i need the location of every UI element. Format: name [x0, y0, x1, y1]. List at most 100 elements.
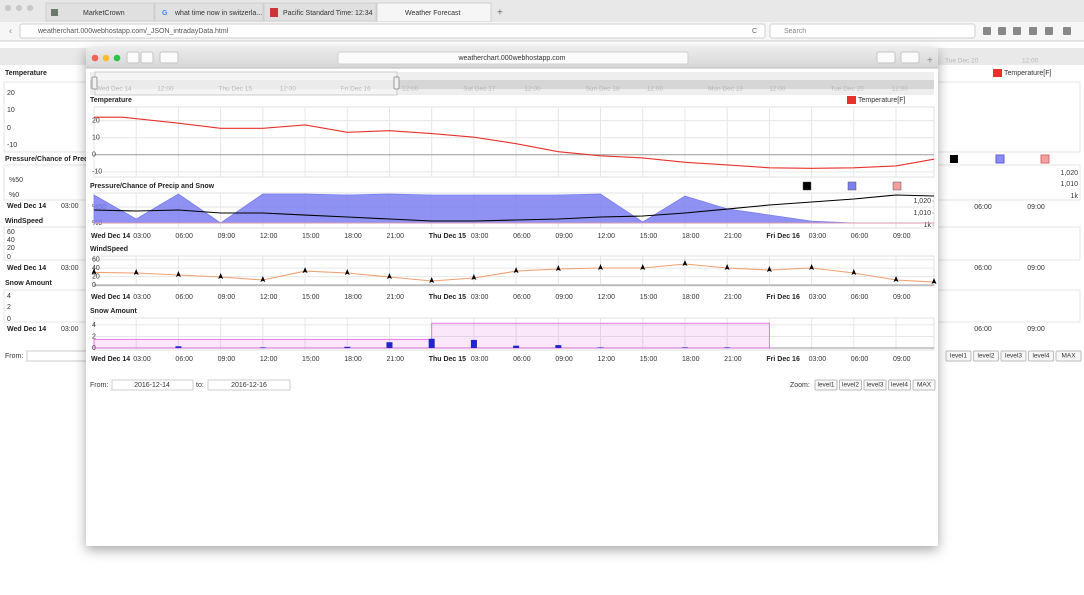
bg-zoom-buttons: level1 level2 level3 level4 MAX	[945, 350, 1082, 362]
window-button[interactable]	[16, 5, 22, 11]
sidebar-button[interactable]	[159, 51, 179, 64]
zoom-button[interactable]	[863, 379, 887, 391]
bg-y-tick-label: 0	[7, 316, 11, 323]
x-tick-label: 03:00	[471, 356, 489, 363]
tab[interactable]	[45, 2, 155, 22]
back-button[interactable]: ‹	[9, 25, 12, 35]
bar	[175, 346, 182, 348]
zoom-button[interactable]	[1028, 350, 1054, 362]
tab-title: MarketCrown	[83, 10, 125, 17]
icon[interactable]	[1029, 27, 1037, 35]
close-button[interactable]	[91, 54, 99, 62]
legend-swatch[interactable]	[892, 181, 902, 191]
x-tick-label: 09:00	[555, 294, 573, 301]
bg-y-tick-label: %0	[9, 192, 19, 199]
icon[interactable]	[1063, 27, 1071, 35]
bg-y-tick-label: -10	[7, 142, 17, 149]
x-tick-label: 21:00	[386, 356, 404, 363]
search-box[interactable]	[769, 23, 976, 39]
y2-tick-label: 1k	[924, 222, 932, 229]
bg-chart-title: Pressure/Chance of Precip	[5, 156, 94, 163]
x-tick-label: 06:00	[175, 294, 193, 301]
x-tick-label: 06:00	[851, 294, 869, 301]
x-tick-label: 18:00	[682, 233, 700, 240]
chart-title: Temperature	[90, 97, 132, 104]
icon[interactable]	[1013, 27, 1021, 35]
navigator-labels: Wed Dec 14 12:00 Thu Dec 15 12:00 Fri Dec 16…	[96, 86, 908, 93]
line	[93, 194, 935, 222]
legend-swatch[interactable]	[847, 181, 857, 191]
bg-y-tick-label: 20	[7, 245, 15, 252]
x-tick-label: 18:00	[344, 294, 362, 301]
x-tick-label: 18:00	[682, 294, 700, 301]
zoom-button[interactable]	[888, 379, 911, 391]
x-tick-label: Wed Dec 14	[91, 233, 130, 240]
icon[interactable]	[1045, 27, 1053, 35]
chart-title: Pressure/Chance of Precip and Snow	[90, 183, 215, 190]
from-input[interactable]	[111, 379, 194, 391]
minimize-button[interactable]	[102, 54, 110, 62]
x-tick-label: 03:00	[809, 233, 827, 240]
bg-x-tick-label: Wed Dec 14	[7, 326, 46, 333]
navigator-handle[interactable]	[393, 76, 400, 90]
zoom-button[interactable]	[912, 379, 936, 391]
x-tick-label: 03:00	[471, 233, 489, 240]
zoom-buttons: level1 level2 level3 level4 MAX	[814, 379, 936, 391]
new-tab[interactable]: +	[927, 56, 933, 67]
wind-arrow	[724, 263, 730, 270]
tab[interactable]	[154, 2, 264, 22]
from-value: 2016-12-14	[134, 382, 170, 389]
chart-title: WindSpeed	[90, 246, 128, 253]
navigator-label: Sat Dec 17	[463, 86, 496, 93]
x-tick-label: Wed Dec 14	[91, 356, 130, 363]
to-input[interactable]	[207, 379, 291, 391]
navigator-handle[interactable]	[91, 76, 98, 90]
bar	[555, 345, 562, 348]
new-tab[interactable]: +	[497, 8, 503, 19]
zoom-button[interactable]	[1000, 350, 1027, 362]
bar	[386, 342, 393, 348]
forward-button[interactable]	[140, 51, 154, 64]
bar	[344, 346, 351, 348]
bg-x-tick-label: 09:00	[1027, 326, 1045, 333]
icon[interactable]	[983, 27, 991, 35]
x-tick-label: 09:00	[893, 356, 911, 363]
period-bar	[431, 322, 770, 349]
zoom-button[interactable]	[839, 379, 862, 391]
x-tick-label: 21:00	[724, 233, 742, 240]
zoom-button[interactable]	[945, 350, 972, 362]
bar	[597, 347, 604, 348]
wind-arrow	[598, 263, 604, 270]
tabs-button[interactable]	[900, 51, 920, 64]
share-button[interactable]	[876, 51, 896, 64]
url-field[interactable]	[337, 51, 689, 65]
address-bar[interactable]	[19, 23, 766, 39]
x-tick-label: 15:00	[302, 233, 320, 240]
window-button[interactable]	[5, 5, 11, 11]
zoom-button[interactable]	[814, 379, 838, 391]
bar	[470, 339, 477, 348]
x-tick-label: 15:00	[640, 356, 658, 363]
x-tick-label: 15:00	[302, 356, 320, 363]
x-tick-label: 12:00	[598, 356, 616, 363]
tab[interactable]	[263, 2, 377, 22]
x-tick-label: 03:00	[809, 294, 827, 301]
bg-y2-tick-label: 1,020	[1060, 170, 1078, 177]
x-tick-label: 21:00	[386, 233, 404, 240]
x-tick-label: Fri Dec 16	[766, 356, 800, 363]
x-tick-label: 09:00	[893, 294, 911, 301]
navigator-label: Thu Dec 15	[218, 86, 252, 93]
y2-tick-label: 1,020	[913, 198, 931, 205]
zoom-button[interactable]	[973, 350, 999, 362]
zoom-button[interactable]	[113, 54, 121, 62]
wind-arrow	[175, 270, 181, 277]
bg-chart-title: Snow Amount	[5, 280, 52, 287]
wind-arrow	[91, 268, 97, 275]
legend-swatch[interactable]	[802, 181, 812, 191]
x-tick-label: 15:00	[302, 294, 320, 301]
reload[interactable]: C	[752, 28, 757, 35]
back-button[interactable]	[126, 51, 140, 64]
window-button[interactable]	[27, 5, 33, 11]
icon[interactable]	[998, 27, 1006, 35]
zoom-button[interactable]	[1055, 350, 1082, 362]
